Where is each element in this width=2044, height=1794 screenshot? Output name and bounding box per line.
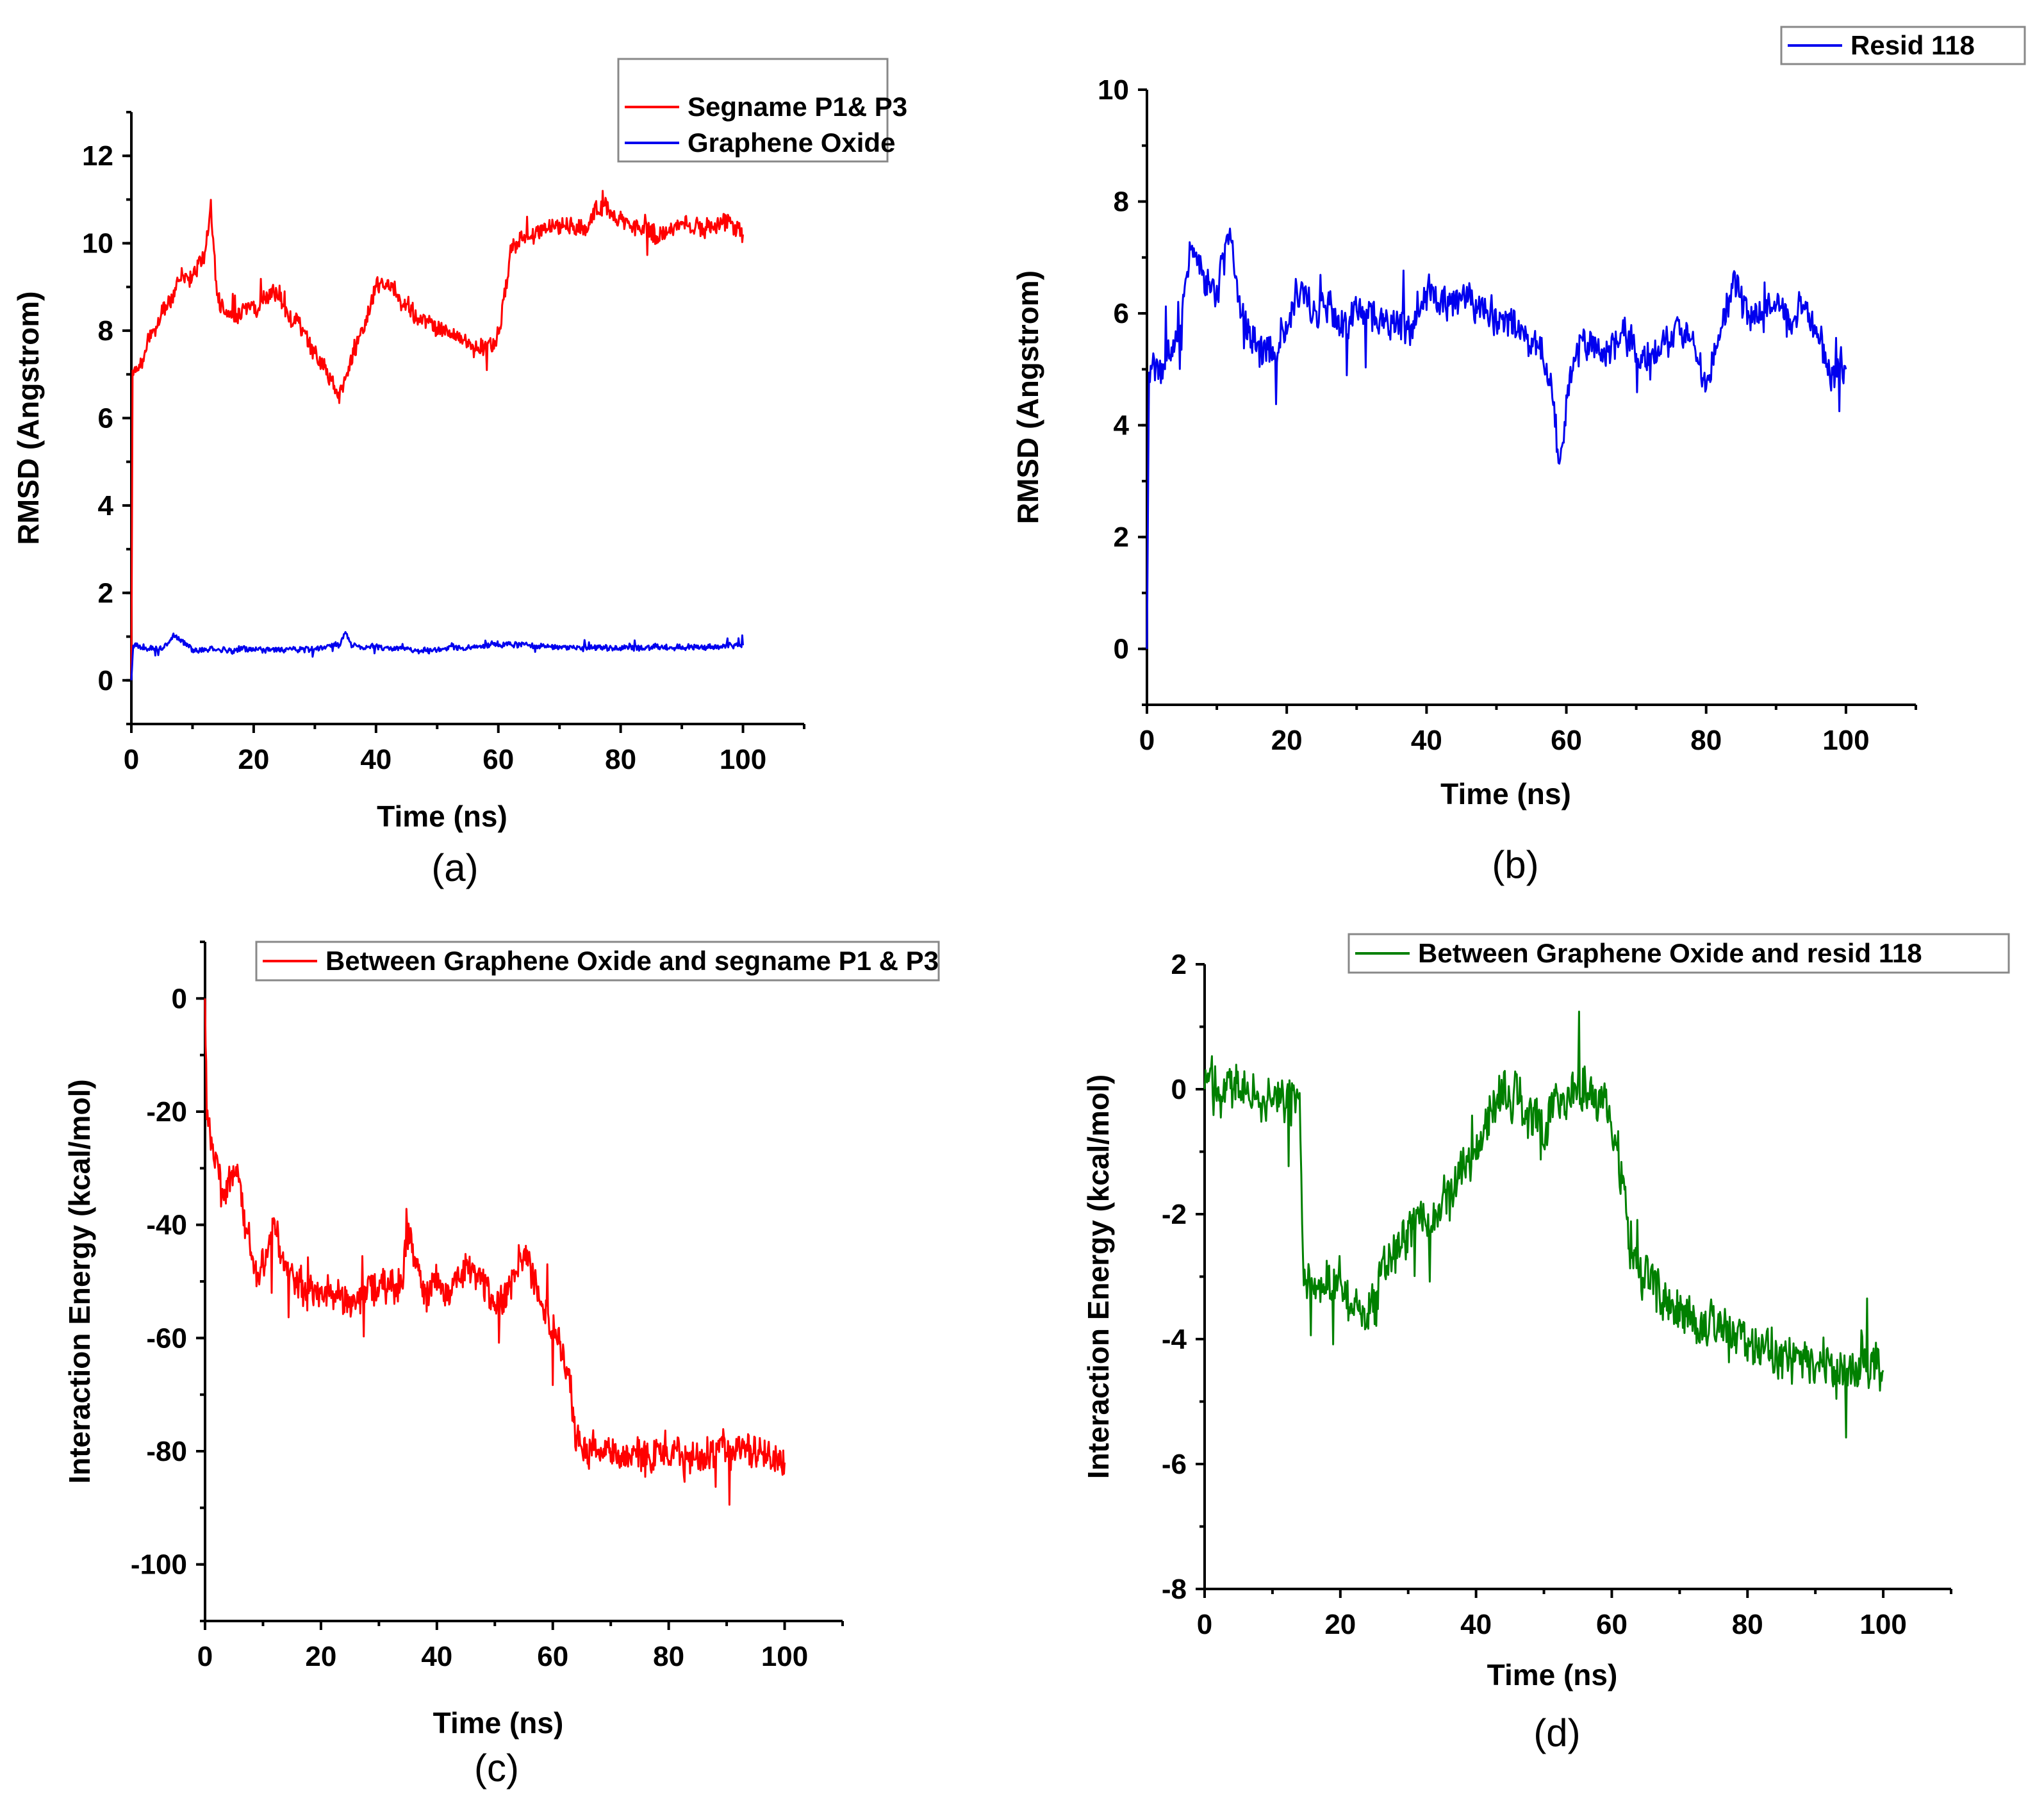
y-tick-label: 8: [1114, 186, 1129, 218]
legend-label: Segname P1& P3: [688, 92, 907, 122]
y-axis-title: Interaction Energy (kcal/mol): [1082, 1074, 1115, 1479]
series-line-1: [1203, 1010, 1884, 1439]
legend-label: Between Graphene Oxide and segname P1 & …: [326, 946, 939, 976]
y-tick-label: 8: [98, 315, 113, 347]
y-tick-label: -2: [1162, 1199, 1187, 1230]
legend-label: Graphene Oxide: [688, 128, 895, 158]
y-tick-label: 6: [1114, 298, 1129, 329]
x-tick-label: 40: [1460, 1609, 1492, 1640]
legend-box: [617, 58, 889, 163]
x-tick-label: 40: [360, 744, 391, 775]
x-tick-label: 20: [238, 744, 269, 775]
y-tick-label: 0: [98, 665, 113, 696]
panel-caption: (b): [1492, 843, 1538, 886]
y-tick-label: -20: [146, 1096, 187, 1128]
x-tick-label: 20: [1324, 1609, 1356, 1640]
x-tick-label: 20: [305, 1641, 336, 1672]
y-tick-label: 6: [98, 403, 113, 434]
y-tick-label: -8: [1162, 1574, 1187, 1605]
legend-box: [1348, 933, 2010, 974]
x-tick-label: 0: [1139, 725, 1155, 756]
y-axis-title: Interaction Energy (kcal/mol): [63, 1079, 96, 1483]
x-tick-label: 60: [1551, 725, 1582, 756]
x-tick-label: 80: [1732, 1609, 1763, 1640]
y-tick-label: 0: [172, 983, 187, 1014]
y-tick-label: 2: [1114, 522, 1129, 553]
x-tick-label: 0: [124, 744, 139, 775]
x-tick-label: 100: [1859, 1609, 1906, 1640]
y-tick-label: 2: [98, 577, 113, 609]
x-tick-label: 100: [1822, 725, 1869, 756]
x-tick-label: 80: [1690, 725, 1722, 756]
y-tick-label: -6: [1162, 1449, 1187, 1480]
x-tick-label: 0: [1197, 1609, 1212, 1640]
y-tick-label: -40: [146, 1210, 187, 1241]
x-axis-title: Time (ns): [377, 800, 507, 833]
panel-b: 0 20 40 60 80 100 0 2 4 6 8 10 Time (ns) RMSD (Angstr…: [1011, 26, 2026, 886]
x-tick-label: 60: [1596, 1609, 1628, 1640]
panel-caption: (d): [1533, 1711, 1580, 1754]
y-tick-label: 0: [1114, 634, 1129, 665]
y-tick-label: 12: [82, 140, 113, 172]
x-axis-title: Time (ns): [433, 1706, 564, 1740]
y-axis-title: RMSD (Angstrom): [12, 291, 45, 545]
panel-caption: (a): [431, 846, 478, 889]
x-tick-label: 40: [1411, 725, 1442, 756]
y-axis-title: RMSD (Angstrom): [1011, 270, 1044, 524]
panel-c: 0 20 40 60 80 100 0 -20 -40 -60 -80 -100 Time (ns) In…: [63, 941, 940, 1790]
y-tick-label: -80: [146, 1436, 187, 1467]
series-line-1: [1146, 227, 1847, 649]
x-tick-label: 60: [482, 744, 514, 775]
x-axis-title: Time (ns): [1440, 777, 1571, 811]
legend-label: Resid 118: [1850, 30, 1975, 60]
series-line-1: [204, 998, 786, 1506]
y-tick-label: 0: [1171, 1074, 1187, 1105]
y-tick-label: -4: [1162, 1324, 1187, 1355]
y-tick-label: 10: [1098, 74, 1129, 106]
x-tick-label: 0: [197, 1641, 213, 1672]
y-tick-label: -100: [131, 1549, 187, 1581]
x-tick-label: 60: [537, 1641, 568, 1672]
series-line-2: [130, 631, 744, 680]
x-tick-label: 40: [421, 1641, 452, 1672]
series-line-1: [130, 190, 744, 680]
x-tick-label: 100: [761, 1641, 808, 1672]
x-tick-label: 80: [653, 1641, 684, 1672]
panel-a: 0 20 40 60 80 100 0 2 4 6 8 10 12 Time (ns) RMSD (Angs…: [12, 58, 907, 889]
y-tick-label: -60: [146, 1322, 187, 1354]
y-tick-label: 4: [98, 490, 114, 522]
x-tick-label: 80: [605, 744, 636, 775]
y-tick-label: 4: [1114, 410, 1130, 441]
y-tick-label: 2: [1171, 949, 1187, 980]
y-tick-label: 10: [82, 228, 113, 259]
panel-caption: (c): [474, 1747, 519, 1790]
x-tick-label: 100: [720, 744, 766, 775]
legend-label: Between Graphene Oxide and resid 118: [1418, 938, 1922, 968]
x-tick-label: 20: [1271, 725, 1303, 756]
legend-box: [255, 941, 940, 982]
x-axis-title: Time (ns): [1487, 1658, 1618, 1691]
